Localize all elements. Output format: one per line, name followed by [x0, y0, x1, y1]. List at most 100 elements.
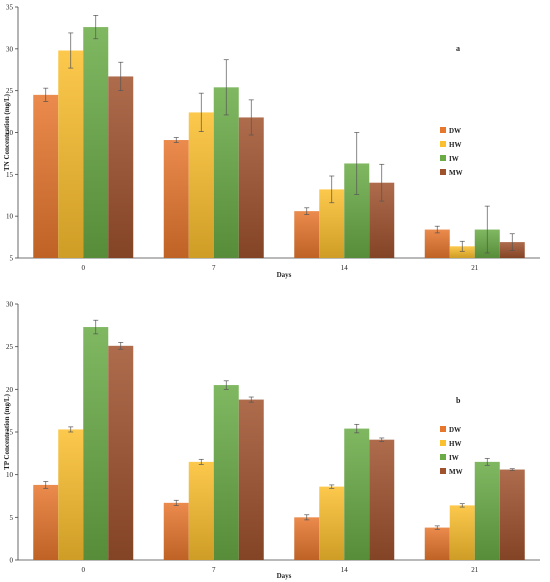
bar-hw-day-21 [449, 505, 475, 560]
legend-label: DW [449, 127, 461, 135]
x-tick-labels-tp: 0 7 14 21 [82, 566, 479, 574]
error-bar-hw-day-7 [198, 458, 204, 465]
y-tick-label: 30 [6, 45, 14, 53]
bar-mw-day-7 [238, 117, 264, 258]
legend-label: DW [449, 426, 461, 434]
bar-hw-day-7 [188, 112, 214, 258]
y-tick-labels-tn: 5 10 15 20 25 30 35 [6, 4, 18, 263]
bar-dw-day-21 [424, 527, 450, 560]
x-tick-label: 0 [82, 264, 86, 272]
legend-tn: DW HW IW MW [440, 127, 463, 177]
y-tick-label: 20 [6, 129, 14, 137]
error-bar-dw-day-7 [173, 137, 179, 143]
chart-tp-concentration: 0 5 10 15 20 25 30 0 7 14 21 TP Concentration (mg… [3, 301, 540, 580]
y-tick-label: 15 [6, 429, 14, 437]
bar-dw-day-14 [294, 211, 320, 258]
x-tick-label: 14 [341, 264, 349, 272]
y-tick-label: 25 [6, 343, 14, 351]
error-bar-mw-day-0 [118, 342, 124, 350]
bar-dw-day-7 [163, 502, 189, 560]
error-bar-hw-day-21 [459, 240, 465, 252]
x-tick-label: 21 [471, 264, 479, 272]
error-bar-iw-day-21 [484, 458, 490, 466]
bar-dw-day-14 [294, 517, 320, 560]
chart-tn-concentration: 5 10 15 20 25 30 35 0 7 14 21 TN Concentration (m… [3, 4, 540, 279]
bar-dw-day-0 [33, 484, 59, 560]
bar-hw-day-0 [58, 50, 84, 258]
y-tick-label: 30 [6, 301, 14, 309]
legend-label: IW [449, 155, 459, 163]
error-bar-dw-day-0 [43, 87, 49, 102]
x-tick-label: 0 [82, 566, 86, 574]
error-bar-mw-day-14 [379, 437, 385, 442]
legend-item-dw: DW [440, 426, 461, 434]
error-bar-mw-day-7 [248, 396, 254, 403]
legend-swatch [440, 169, 446, 175]
legend-item-hw: HW [440, 440, 461, 448]
legend-swatch [440, 454, 446, 460]
bar-iw-day-7 [213, 87, 239, 258]
legend-swatch [440, 155, 446, 161]
panel-label-a: a [456, 44, 460, 53]
error-bar-hw-day-7 [198, 92, 204, 133]
error-bar-hw-day-0 [68, 32, 74, 69]
y-tick-label: 35 [6, 4, 14, 12]
x-tick-label: 7 [212, 566, 216, 574]
error-bar-mw-day-14 [379, 163, 385, 202]
y-tick-label: 20 [6, 386, 14, 394]
error-bar-dw-day-14 [304, 514, 310, 521]
bar-hw-day-21 [449, 246, 475, 258]
legend-label: MW [449, 169, 463, 177]
bar-dw-day-21 [424, 229, 450, 258]
bar-iw-day-7 [213, 385, 239, 560]
x-axis-label-tp: Days [277, 572, 292, 580]
legend-swatch [440, 426, 446, 432]
legend-label: IW [449, 454, 459, 462]
legend-swatch [440, 468, 446, 474]
y-tick-label: 5 [10, 255, 14, 263]
bar-iw-day-0 [83, 327, 109, 560]
error-bar-iw-day-0 [93, 15, 99, 40]
bar-mw-day-14 [369, 439, 395, 560]
error-bar-mw-day-21 [509, 233, 515, 251]
error-bar-hw-day-14 [329, 175, 335, 204]
bar-iw-day-21 [474, 461, 500, 560]
y-tick-label: 5 [10, 514, 14, 522]
x-tick-label: 14 [341, 566, 349, 574]
legend-item-mw: MW [440, 468, 463, 476]
x-tick-labels-tn: 0 7 14 21 [82, 264, 479, 272]
x-tick-label: 21 [471, 566, 479, 574]
bar-iw-day-0 [83, 27, 109, 258]
error-bar-mw-day-21 [509, 468, 515, 471]
legend-item-hw: HW [440, 141, 461, 149]
y-tick-label: 25 [6, 87, 14, 95]
x-axis-label-tn: Days [277, 271, 292, 279]
error-bars-tn [43, 15, 515, 254]
error-bars-tp [43, 319, 515, 530]
legend-item-dw: DW [440, 127, 461, 135]
bar-hw-day-0 [58, 429, 84, 560]
legend-label: HW [449, 141, 461, 149]
legend-label: HW [449, 440, 461, 448]
legend-item-mw: MW [440, 169, 463, 177]
legend-swatch [440, 440, 446, 446]
error-bar-iw-day-7 [223, 59, 229, 116]
error-bar-iw-day-14 [354, 423, 360, 434]
error-bar-dw-day-21 [434, 525, 440, 530]
panel-label-b: b [456, 396, 461, 405]
bar-mw-day-0 [108, 76, 134, 259]
error-bar-hw-day-21 [459, 503, 465, 508]
y-axis-label-tn: TN Concentration (mg/L) [3, 93, 11, 171]
legend-item-iw: IW [440, 155, 459, 163]
error-bar-iw-day-0 [93, 319, 99, 335]
error-bar-iw-day-21 [484, 205, 490, 254]
bars-tn [33, 27, 525, 259]
bar-iw-day-14 [344, 428, 370, 560]
error-bar-hw-day-14 [329, 484, 335, 489]
bars-tp [33, 327, 525, 560]
y-tick-labels-tp: 0 5 10 15 20 25 30 [6, 301, 18, 565]
y-tick-label: 10 [6, 471, 14, 479]
error-bar-iw-day-7 [223, 380, 229, 390]
legend-label: MW [449, 468, 463, 476]
